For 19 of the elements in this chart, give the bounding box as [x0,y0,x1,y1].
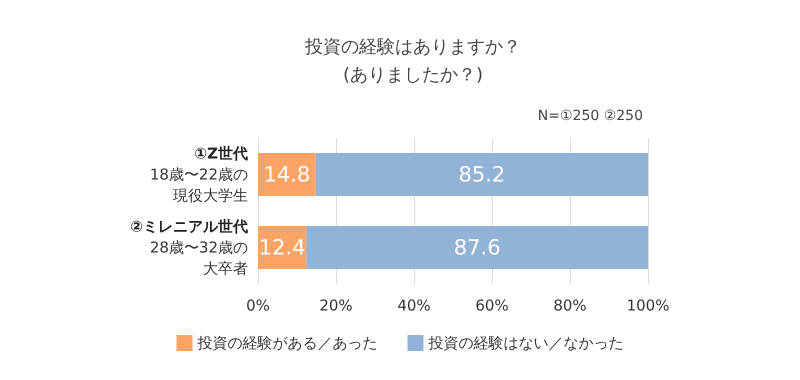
legend-label: 投資の経験はない／なかった [428,334,624,352]
x-tick-label: 100% [626,296,670,314]
data-label: 87.6 [454,236,501,260]
bar [316,153,648,196]
bar [306,226,648,269]
bar [258,226,306,269]
x-tick-label: 80% [553,296,587,314]
x-tick-label: 40% [397,296,431,314]
chart-title: 投資の経験はありますか？ (ありましたか？) [304,36,521,86]
x-tick-label: 20% [319,296,353,314]
y-tick-label: ②ミレニアル世代 28歳〜32歳の大卒者 [130,218,248,278]
data-label: 14.8 [263,162,310,186]
x-tick-label: 60% [475,296,509,314]
chart-subtitle: N=①250 ②250 [538,108,644,124]
data-label: 12.4 [258,236,306,260]
x-tick-label: 0% [246,296,270,314]
y-tick-label: ①Z世代 18歳〜22歳の現役大学生 [150,144,248,204]
data-label: 85.2 [458,162,506,186]
legend-label: 投資の経験がある／あった [196,334,378,352]
